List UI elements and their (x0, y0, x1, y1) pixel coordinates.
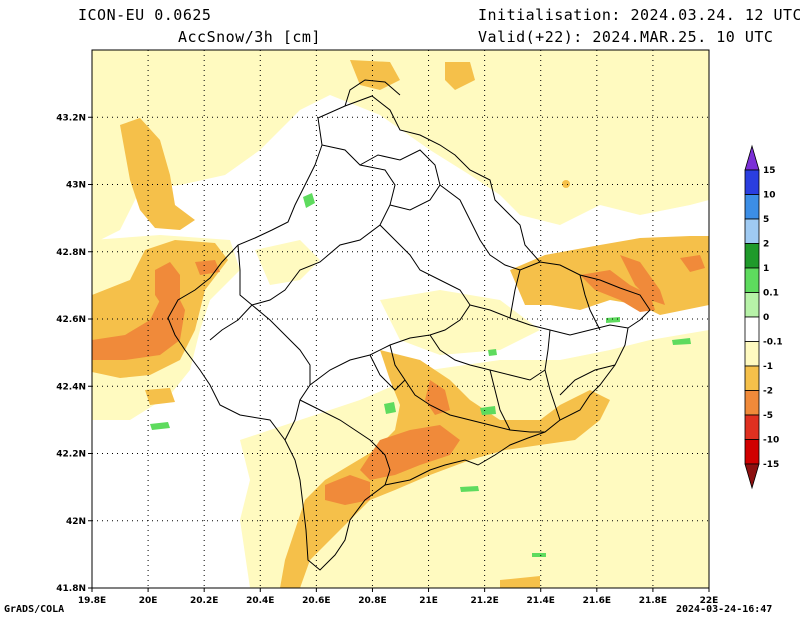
x-tick-label: 21.6E (583, 596, 611, 606)
colorbar-label: 2 (763, 240, 769, 250)
internal-border (429, 334, 546, 381)
colorbar-label: 15 (763, 166, 776, 176)
x-axis-ticks: 19.8E 20E 20.2E 20.4E 20.6E 20.8E 21E 21.2E 21.4… (78, 588, 719, 606)
internal-border (389, 344, 545, 433)
x-tick-label: 20.8E (358, 596, 386, 606)
colorbar-label: 0.1 (763, 289, 779, 299)
colorbar-segment (744, 341, 760, 367)
y-tick-label: 42.6N (56, 315, 86, 325)
y-tick-label: 41.8N (56, 584, 86, 594)
x-tick-label: 20E (139, 596, 158, 606)
colorbar-segment (744, 292, 760, 318)
colorbar-top-triangle (744, 144, 760, 171)
colorbar-label: -2 (763, 387, 773, 397)
outer-border (167, 95, 651, 571)
colorbar-label: -15 (763, 460, 779, 470)
x-tick-label: 21.8E (639, 596, 667, 606)
green-areas (150, 193, 691, 557)
dark-orange-areas (92, 255, 705, 505)
internal-border (209, 144, 396, 341)
colorbar-label: 1 (763, 264, 769, 274)
colorbar-segment (744, 390, 760, 416)
x-tick-label: 21.2E (470, 596, 498, 606)
colorbar-segment (744, 316, 760, 342)
internal-border (369, 354, 406, 391)
colorbar: 15 10 5 2 1 0.1 0 -0.1 -1 -2 -5 -10 -15 (744, 144, 783, 490)
colorbar-label: 10 (763, 191, 776, 201)
y-tick-label: 42.4N (56, 382, 86, 392)
colorbar-segment (744, 194, 760, 220)
x-tick-label: 19.8E (78, 596, 106, 606)
colorbar-segment (744, 439, 760, 465)
y-tick-label: 42.8N (56, 248, 86, 258)
colorbar-label: -1 (763, 362, 773, 372)
internal-border (559, 274, 616, 396)
colorbar-bottom-triangle (744, 463, 760, 490)
colorbar-segment (744, 243, 760, 269)
colorbar-label: -10 (763, 436, 779, 446)
precip-fill-layer (92, 50, 709, 588)
internal-border (359, 149, 441, 211)
valid-time: Valid(+22): 2024.MAR.25. 10 UTC (478, 28, 774, 46)
y-tick-label: 43.2N (56, 113, 86, 123)
colorbar-label: 0 (763, 313, 769, 323)
internal-border (344, 79, 401, 107)
x-tick-label: 22E (700, 596, 719, 606)
colorbar-segment (744, 218, 760, 244)
colorbar-segment (744, 365, 760, 391)
colorbar-label: 5 (763, 215, 769, 225)
colorbar-segment (744, 414, 760, 440)
internal-border (237, 244, 253, 306)
y-axis-ticks: 41.8N 42N 42.2N 42.4N 42.6N 42.8N 43N 43.2N (56, 113, 92, 594)
internal-border (439, 184, 541, 271)
colorbar-segment (744, 267, 760, 293)
footer-timestamp: 2024-03-24-16:47 (676, 604, 773, 615)
variable-title: AccSnow/3h [cm] (178, 28, 321, 46)
colorbar-label: -5 (763, 411, 773, 421)
y-tick-label: 42.2N (56, 450, 86, 460)
footer-software: GrADS/COLA (4, 604, 65, 615)
orange-spot (562, 180, 570, 188)
colorbar-label: -0.1 (763, 338, 783, 348)
border-lines (167, 79, 651, 571)
internal-border (299, 399, 391, 486)
y-tick-label: 43N (66, 181, 86, 191)
y-tick-label: 42N (66, 517, 86, 527)
internal-border (489, 369, 511, 431)
x-tick-label: 21E (419, 596, 438, 606)
internal-border (251, 304, 311, 385)
x-tick-label: 20.6E (302, 596, 330, 606)
x-tick-label: 21.4E (527, 596, 555, 606)
x-tick-label: 20.2E (190, 596, 218, 606)
initialisation-time: Initialisation: 2024.03.24. 12 UTC (478, 6, 800, 24)
x-tick-label: 20.4E (246, 596, 274, 606)
colorbar-segment (744, 169, 760, 195)
model-title: ICON-EU 0.0625 (78, 6, 212, 24)
